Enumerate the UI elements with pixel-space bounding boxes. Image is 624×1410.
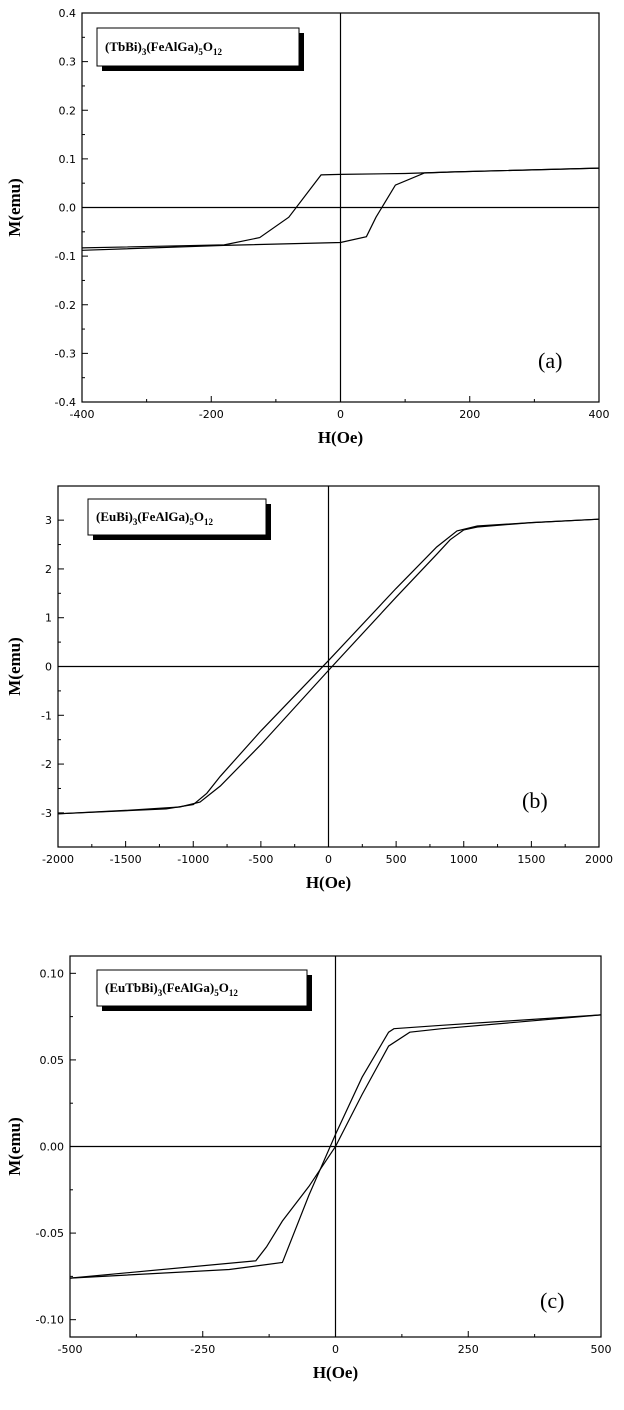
chart-c-x-tick-label: 500 [591, 1343, 612, 1356]
chart-b-y-tick-label: -3 [41, 807, 52, 820]
chart-c-y-tick-label: -0.05 [36, 1227, 64, 1240]
chart-a-x-axis-title: H(Oe) [318, 428, 363, 447]
chart-b-legend-box [87, 498, 267, 536]
chart-b-svg: -2000 -1500 -1000 -500 0 500 1000 1500 2000 -3 -2 -… [5, 485, 613, 892]
chart-a-y-tick-label: 0.1 [59, 153, 77, 166]
chart-c-legend-label: (EuTbBi)3(FeAlGa)5O12 [105, 980, 238, 998]
chart-b-y-tick-label: 3 [45, 514, 52, 527]
chart-c-x-tick-label: -500 [58, 1343, 83, 1356]
chart-a-legend-box [96, 27, 300, 67]
chart-a-panel-label: (a) [538, 348, 562, 373]
chart-a-y-tick-label: -0.2 [55, 299, 76, 312]
chart-c-y-tick-label: 0.00 [40, 1141, 65, 1154]
chart-b-legend-label: (EuBi)3(FeAlGa)5O12 [96, 509, 213, 527]
chart-b-x-tick-label: 0 [325, 853, 332, 866]
chart-b-branch-2 [57, 518, 600, 815]
chart-a-x-tick-label: 200 [459, 408, 480, 421]
chart-c-x-tick-label: -250 [190, 1343, 215, 1356]
chart-a-x-tick-label: -400 [70, 408, 95, 421]
chart-a-y-tick-label: -0.4 [55, 396, 76, 409]
chart-c-svg: -500 -250 0 250 500 -0.10 -0.05 0.00 0.05 0.10 H(O… [5, 955, 612, 1382]
chart-c-x-axis-title: H(Oe) [313, 1363, 358, 1382]
chart-a-x-tick-label: 0 [337, 408, 344, 421]
chart-b-y-tick-label: 2 [45, 563, 52, 576]
chart-a-branch-2 [81, 167, 600, 251]
chart-b-x-tick-label: 500 [386, 853, 407, 866]
chart-a-y-tick-label: 0.4 [59, 7, 77, 20]
chart-a-x-tick-label: -200 [199, 408, 224, 421]
chart-a-y-tick-label: -0.1 [55, 250, 76, 263]
chart-a-x-tick-label: 400 [589, 408, 610, 421]
chart-b-x-tick-label: -1500 [110, 853, 142, 866]
chart-panel-a: -400 -200 0 200 400 -0.4 -0.3 -0.2 -0.1 0.0 0.1 0.2… [0, 0, 624, 470]
chart-c-x-tick-label: 250 [458, 1343, 479, 1356]
chart-a-y-tick-label: -0.3 [55, 347, 76, 360]
chart-c-x-tick-label: 0 [332, 1343, 339, 1356]
chart-a-legend-label: (TbBi)3(FeAlGa)5O12 [105, 39, 222, 57]
chart-b-x-tick-label: -500 [248, 853, 273, 866]
chart-panel-c: -500 -250 0 250 500 -0.10 -0.05 0.00 0.05 0.10 H(O… [0, 940, 624, 1410]
chart-a-y-tick-label: 0.0 [59, 202, 77, 215]
chart-a-y-tick-label: 0.3 [59, 56, 77, 69]
chart-b-y-tick-label: -1 [41, 709, 52, 722]
chart-b-y-tick-label: 0 [45, 661, 52, 674]
chart-a-svg: -400 -200 0 200 400 -0.4 -0.3 -0.2 -0.1 0.0 0.1 0.2… [5, 7, 610, 447]
chart-panel-b: -2000 -1500 -1000 -500 0 500 1000 1500 2000 -3 -2 -… [0, 470, 624, 940]
chart-b-x-tick-label: -2000 [42, 853, 74, 866]
chart-c-panel-label: (c) [540, 1288, 564, 1313]
chart-c-legend-box [96, 969, 308, 1007]
chart-a-y-axis-title: M(emu) [5, 178, 24, 237]
chart-c-y-axis-title: M(emu) [5, 1117, 24, 1176]
chart-b-y-tick-label: -2 [41, 758, 52, 771]
chart-b-x-axis-title: H(Oe) [306, 873, 351, 892]
chart-b-panel-label: (b) [522, 788, 548, 813]
chart-c-branch-2 [69, 1014, 602, 1279]
chart-b-x-tick-label: 2000 [585, 853, 613, 866]
chart-b-y-axis-title: M(emu) [5, 637, 24, 696]
chart-b-branch-1 [57, 518, 600, 815]
chart-c-y-tick-label: -0.10 [36, 1314, 64, 1327]
chart-b-x-tick-label: -1000 [177, 853, 209, 866]
chart-a-y-tick-label: 0.2 [59, 104, 77, 117]
chart-b-x-tick-label: 1500 [517, 853, 545, 866]
chart-c-y-tick-label: 0.10 [40, 967, 65, 980]
chart-c-branch-1 [69, 1014, 602, 1279]
chart-b-y-tick-label: 1 [45, 612, 52, 625]
chart-b-x-tick-label: 1000 [450, 853, 478, 866]
chart-c-y-tick-label: 0.05 [40, 1054, 65, 1067]
